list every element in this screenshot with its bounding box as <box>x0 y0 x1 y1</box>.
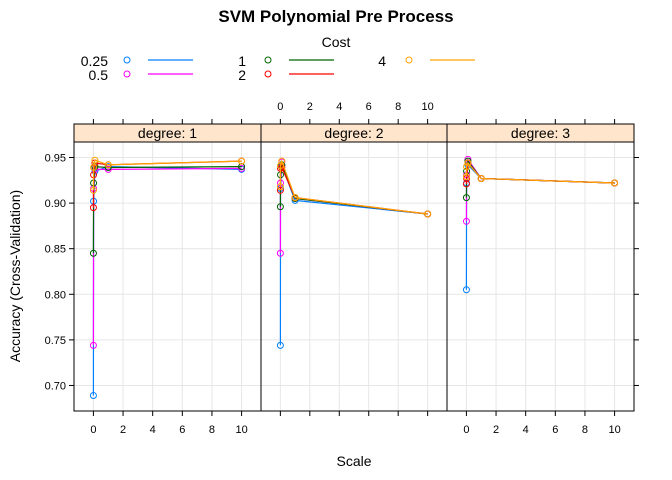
x-tick-label: 4 <box>150 424 156 436</box>
series-line <box>279 159 428 215</box>
legend-point <box>123 56 131 64</box>
data-point <box>464 159 472 167</box>
data-point <box>462 217 470 225</box>
panel-2: degree: 2 0 2 4 6 8 10 <box>260 101 448 416</box>
data-point <box>104 161 112 169</box>
data-point <box>276 249 284 257</box>
x-tick-label: 8 <box>395 101 401 113</box>
data-point <box>276 341 284 349</box>
x-tick-label: 8 <box>582 424 588 436</box>
data-point <box>276 186 284 194</box>
x-tick-label: 8 <box>209 424 215 436</box>
data-point <box>89 204 97 212</box>
legend-point <box>405 56 413 64</box>
chart-title: SVM Polynomial Pre Process <box>218 7 453 26</box>
data-point <box>463 163 471 171</box>
x-tick-label: 0 <box>463 424 469 436</box>
data-point <box>89 186 97 194</box>
panel-strip-label: degree: 1 <box>138 125 197 141</box>
legend-label: 2 <box>238 67 246 83</box>
legend-label: 0.5 <box>89 67 109 83</box>
legend-label: 4 <box>378 53 386 69</box>
legend-label: 0.25 <box>81 53 108 69</box>
data-point <box>91 156 99 164</box>
x-tick-label: 2 <box>120 424 126 436</box>
data-point <box>424 210 432 218</box>
x-tick-label: 0 <box>277 101 283 113</box>
legend-point <box>264 56 272 64</box>
panel-strip-label: degree: 3 <box>511 125 570 141</box>
data-point <box>462 180 470 188</box>
x-tick-label: 6 <box>179 424 185 436</box>
data-point <box>89 341 97 349</box>
data-point <box>104 165 112 173</box>
y-tick-label: 0.75 <box>45 335 66 347</box>
panel-background <box>261 142 447 411</box>
legend-point <box>264 70 272 78</box>
panel-background <box>74 142 261 411</box>
data-point <box>238 157 246 165</box>
y-tick-label: 0.80 <box>45 289 66 301</box>
x-axis-label: Scale <box>336 453 371 469</box>
data-point <box>462 194 470 202</box>
x-tick-label: 4 <box>523 424 529 436</box>
panel-1: degree: 1 0 2 4 6 8 10 <box>73 119 262 436</box>
data-point <box>277 162 285 170</box>
data-point <box>278 157 286 165</box>
data-point <box>611 179 619 187</box>
x-tick-label: 2 <box>307 101 313 113</box>
series-line <box>92 159 242 191</box>
data-point <box>462 173 470 181</box>
y-tick-label: 0.90 <box>45 198 66 210</box>
legend-point <box>123 70 131 78</box>
x-tick-label: 4 <box>336 101 342 113</box>
legend-title: Cost <box>322 34 351 50</box>
y-tick-label: 0.95 <box>45 153 66 165</box>
x-tick-label: 0 <box>90 424 96 436</box>
panel-3: degree: 3 0 2 4 6 8 10 <box>446 119 635 436</box>
legend-label: 1 <box>238 53 246 69</box>
data-point <box>291 194 299 202</box>
panel-strip-label: degree: 2 <box>324 125 383 141</box>
legend: Cost 0.250.5 12 4 <box>81 34 475 83</box>
data-point <box>238 164 246 172</box>
data-point <box>238 163 246 171</box>
data-point <box>276 203 284 211</box>
x-tick-label: 2 <box>493 424 499 436</box>
panel-frame <box>446 141 635 412</box>
y-axis: 0.70 0.75 0.80 0.85 0.90 0.95 <box>45 153 639 392</box>
data-point <box>477 174 485 182</box>
data-point <box>89 391 97 399</box>
x-tick-label: 10 <box>608 424 620 436</box>
x-tick-label: 10 <box>422 101 434 113</box>
data-point <box>89 249 97 257</box>
x-tick-label: 10 <box>235 424 247 436</box>
data-point <box>90 164 98 172</box>
x-tick-label: 6 <box>552 424 558 436</box>
y-tick-label: 0.70 <box>45 380 66 392</box>
data-point <box>462 286 470 294</box>
panel-background <box>447 142 634 411</box>
data-point <box>276 183 284 191</box>
x-tick-label: 6 <box>366 101 372 113</box>
y-axis-label: Accuracy (Cross-Validation) <box>7 190 23 362</box>
y-tick-label: 0.85 <box>45 244 66 256</box>
